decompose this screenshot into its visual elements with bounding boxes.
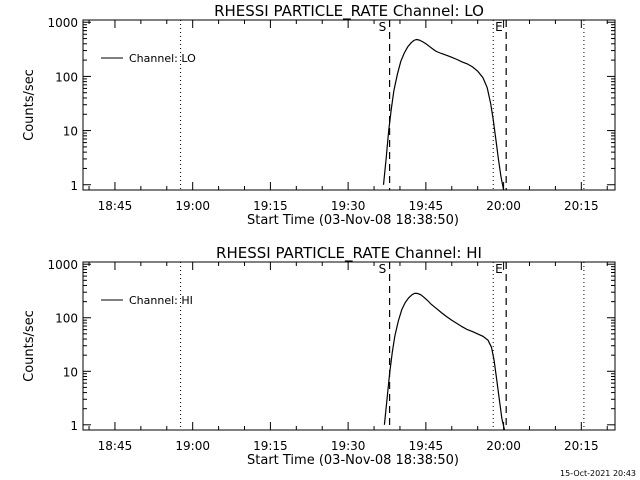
legend-label: Channel: HI [129,294,193,307]
y-axis-label: Counts/sec [22,310,37,382]
chart-panel-2: RHESSI PARTICLE_RATE Channel: HI 1 10 100 10… [22,244,616,468]
marker-label-s: S [379,262,387,276]
x-tick-label: 18:45 [98,199,133,213]
x-tick-label: 19:30 [331,199,366,213]
y-tick-label: 1000 [47,16,78,30]
chart-panel-1: RHESSI PARTICLE_RATE Channel: LO 1 10 100 10… [22,2,616,228]
x-tick-label: 20:15 [564,439,599,453]
x-tick-label: 19:00 [175,199,210,213]
marker-label-s: S [379,20,387,34]
y-tick-label: 1 [70,179,78,193]
x-tick-label: 20:00 [486,199,521,213]
x-tick-label: 18:45 [98,439,133,453]
x-tick-label: 19:00 [175,439,210,453]
y-tick-label: 1000 [47,258,78,272]
plot-frame [82,19,616,191]
y-tick-label: 100 [55,70,78,84]
chart-title: RHESSI PARTICLE_RATE Channel: LO [214,2,484,21]
series-line [382,38,505,190]
y-tick-label: 100 [55,312,78,326]
x-tick-label: 20:00 [486,439,521,453]
x-tick-label: 20:15 [564,199,599,213]
x-tick-label: 19:30 [331,439,366,453]
y-tick-label: 10 [63,365,78,379]
x-tick-label: 19:15 [253,439,288,453]
y-tick-label: 1 [70,419,78,433]
x-axis-label: Start Time (03-Nov-08 18:38:50) [247,213,459,228]
y-tick-label: 10 [63,125,78,139]
series-line [383,292,506,430]
footer-timestamp: 15-Oct-2021 20:43 [560,469,636,478]
x-tick-label: 19:45 [409,439,444,453]
x-axis-label: Start Time (03-Nov-08 18:38:50) [247,453,459,468]
marker-label-e: E [495,20,503,34]
legend-label: Channel: LO [129,52,196,65]
plot-frame [82,261,616,431]
y-axis-label: Counts/sec [22,69,37,141]
x-tick-label: 19:15 [253,199,288,213]
marker-label-e: E [495,262,503,276]
chart-title: RHESSI PARTICLE_RATE Channel: HI [216,244,482,263]
x-tick-label: 19:45 [409,199,444,213]
